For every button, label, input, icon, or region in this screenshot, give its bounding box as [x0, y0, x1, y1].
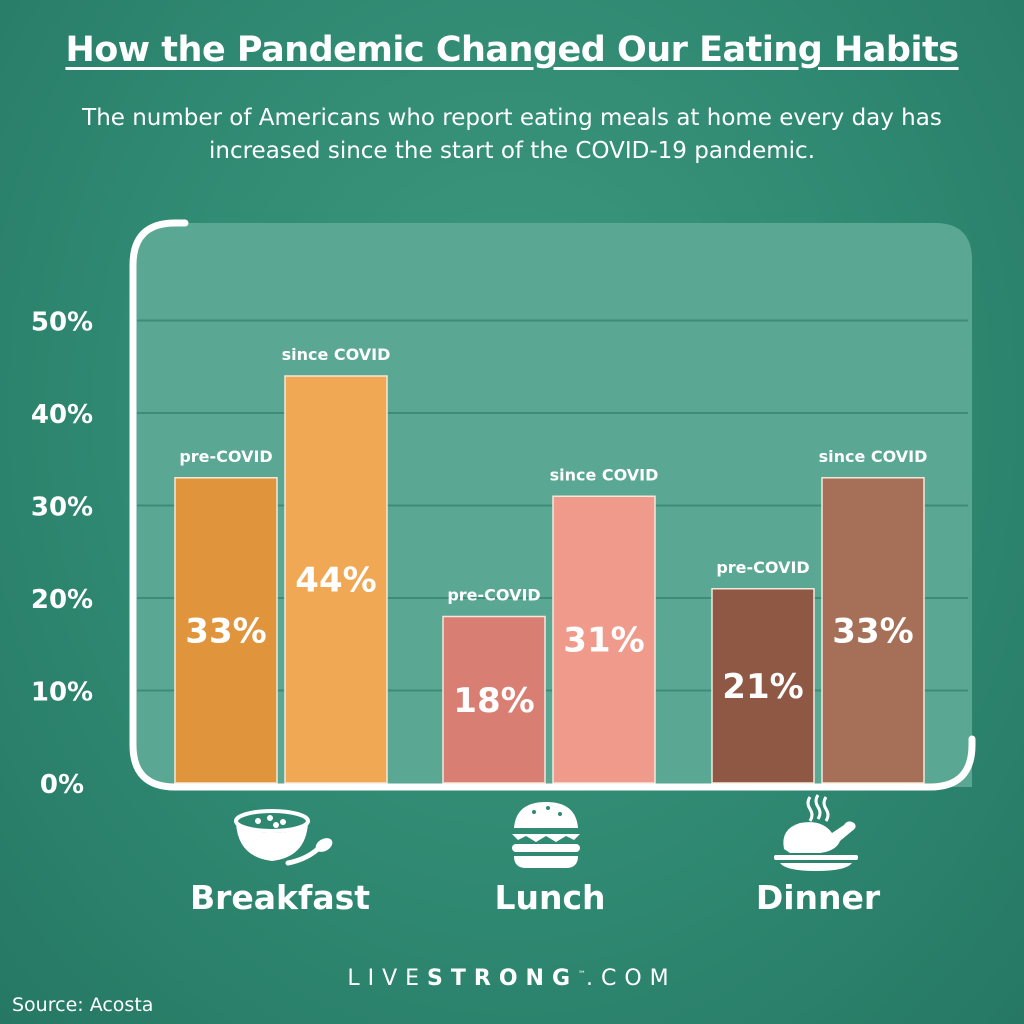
chart-title: How the Pandemic Changed Our Eating Habi… — [65, 30, 959, 70]
bars: pre-COVID 33% since COVID 44% pre-COVID 18% si… — [174, 345, 928, 784]
category-label-dinner: Dinner — [755, 878, 881, 917]
y-tick-label: 0% — [40, 770, 84, 800]
chart-subtitle: The number of Americans who report eatin… — [82, 105, 942, 164]
data-label: 33% — [832, 611, 913, 651]
y-tick-label: 10% — [31, 678, 93, 708]
brand-logo: LIVESTRONG™.COM — [0, 966, 1024, 991]
source-note: Source: Acosta — [12, 994, 154, 1016]
data-label: 18% — [453, 681, 534, 721]
y-axis-ticks: 0% 10% 20% 30% 40% 50% — [31, 308, 93, 801]
chart-frame — [129, 219, 976, 791]
cereal-bowl-icon — [234, 809, 333, 866]
bar-lunch-since-covid — [552, 495, 656, 784]
y-tick-label: 50% — [31, 308, 93, 338]
brand-live: LIVE — [347, 966, 428, 991]
roast-turkey-icon — [774, 794, 858, 871]
series-label: since COVID — [819, 447, 928, 466]
y-tick-label: 30% — [31, 493, 93, 523]
series-label: pre-COVID — [716, 558, 809, 577]
bar-breakfast-since-covid — [284, 375, 388, 784]
bar-dinner-since-covid — [821, 477, 925, 784]
bar-breakfast-pre-covid — [174, 477, 278, 784]
series-label: pre-COVID — [447, 586, 540, 605]
data-label: 33% — [185, 611, 266, 651]
brand-tm: ™ — [578, 969, 586, 979]
data-label: 31% — [563, 621, 644, 661]
series-label: since COVID — [550, 465, 659, 484]
series-label: since COVID — [282, 345, 391, 364]
brand-strong: STRONG — [427, 966, 578, 991]
brand-com: .COM — [586, 966, 677, 991]
bar-dinner-pre-covid — [711, 588, 815, 784]
bar-lunch-pre-covid — [442, 615, 546, 784]
data-label: 44% — [295, 561, 376, 601]
category-label-lunch: Lunch — [494, 878, 606, 917]
burger-icon — [512, 802, 580, 868]
category-label-breakfast: Breakfast — [189, 878, 371, 917]
y-tick-label: 20% — [31, 585, 93, 615]
y-tick-label: 40% — [31, 400, 93, 430]
data-label: 21% — [722, 667, 803, 707]
series-label: pre-COVID — [179, 447, 272, 466]
